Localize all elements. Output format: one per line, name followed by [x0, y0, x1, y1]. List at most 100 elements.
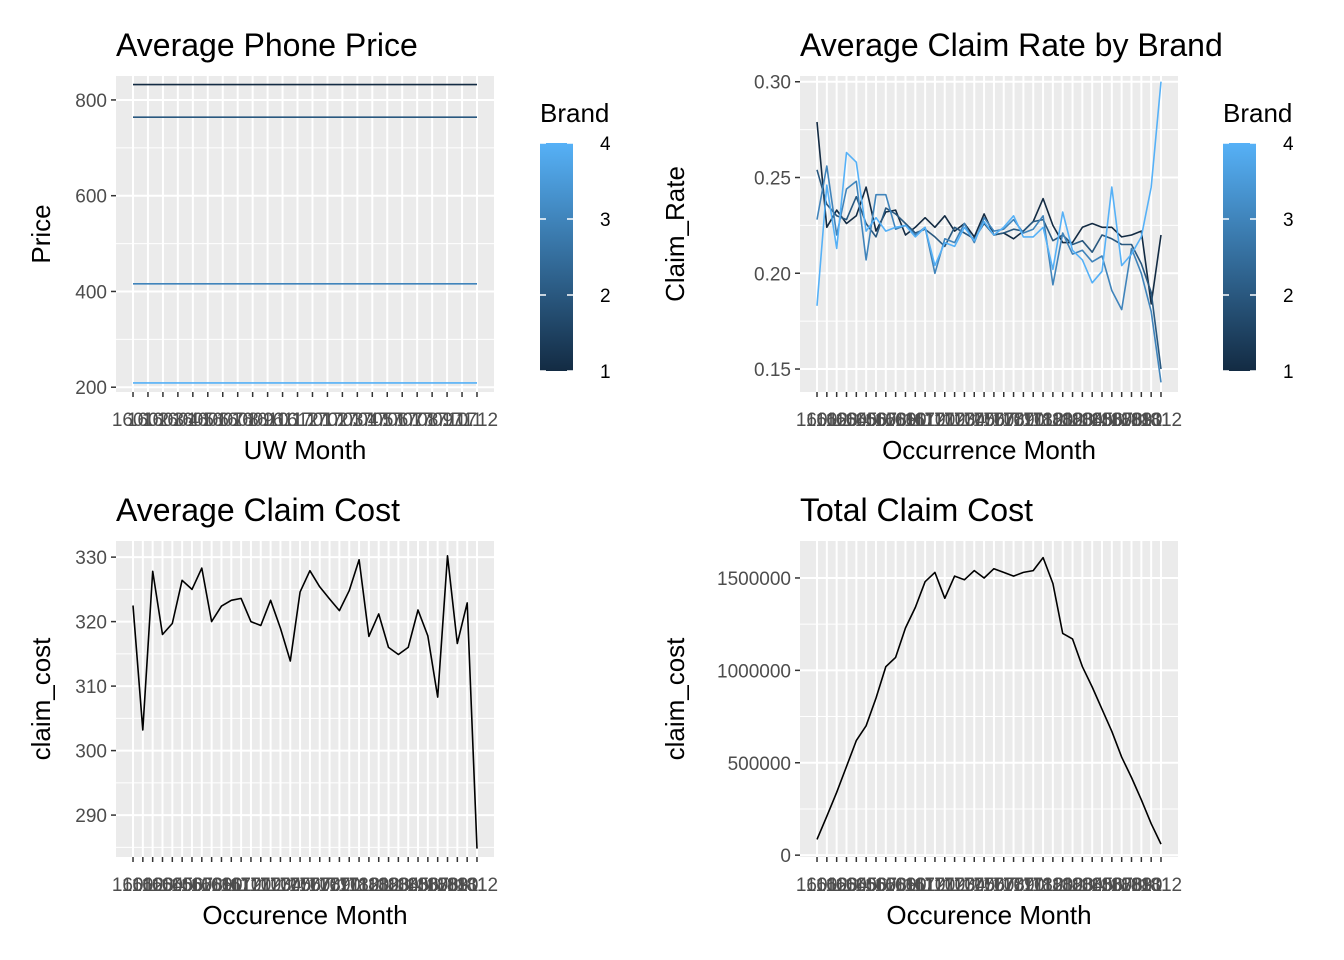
- x-tick-label: 1807: [1091, 875, 1133, 896]
- x-tick-label: 1806: [1081, 875, 1123, 896]
- y-tick-label: 330: [75, 548, 107, 569]
- x-tick-label: 1802: [1042, 875, 1084, 896]
- legend-tick-label: 3: [1283, 210, 1294, 231]
- x-tick-label: 1705: [953, 875, 995, 896]
- x-tick-label: 1606: [845, 410, 887, 431]
- y-axis-ticks: 0.15 0.20 0.25 0.30: [754, 73, 800, 381]
- x-tick-label: 1610: [884, 875, 926, 896]
- legend-title: Brand: [1223, 98, 1292, 128]
- x-tick-label: 1606: [845, 875, 887, 896]
- x-tick-label: 1705: [351, 410, 393, 431]
- x-tick-label: 1611: [895, 410, 936, 431]
- x-tick-label: 1703: [321, 410, 363, 431]
- y-tick-label: 0.30: [754, 73, 791, 94]
- x-tick-label: 1804: [1061, 875, 1104, 896]
- x-tick-label: 1708: [396, 410, 438, 431]
- x-tick-label: 1810: [436, 875, 478, 896]
- x-tick-label: 1603: [132, 875, 174, 896]
- x-tick-label: 1801: [1032, 875, 1074, 896]
- x-tick-label: 1709: [992, 410, 1034, 431]
- x-tick-label: 1608: [217, 410, 259, 431]
- x-tick-label: 1609: [874, 875, 916, 896]
- x-tick-label: 1606: [161, 875, 203, 896]
- x-tick-label: 1603: [142, 410, 184, 431]
- x-tick-label: 1712: [456, 410, 498, 431]
- series-line-brand-4: [816, 81, 1162, 306]
- x-tick-label: 1708: [983, 410, 1025, 431]
- x-tick-label: 1702: [240, 875, 282, 896]
- chart-title: Average Claim Cost: [116, 492, 400, 528]
- y-tick-label: 500000: [728, 754, 791, 775]
- legend: Brand 1 2 3 4: [540, 98, 611, 383]
- legend-ticks: 1 2 3 4: [1223, 134, 1294, 383]
- y-tick-label: 600: [75, 187, 107, 208]
- x-tick-label: 1704: [943, 410, 986, 431]
- x-axis-ticks: 1601160216031604160516061607160816091610…: [112, 392, 498, 431]
- x-tick-label: 1604: [825, 875, 868, 896]
- y-tick-label: 0.15: [754, 360, 791, 381]
- x-tick-label: 1706: [366, 410, 408, 431]
- x-axis-title: Occurence Month: [886, 900, 1091, 930]
- plot-background: [116, 76, 494, 392]
- y-axis-ticks: 200 400 600 800: [75, 91, 116, 399]
- series-lines: [816, 556, 1162, 845]
- x-tick-label: 1608: [181, 875, 223, 896]
- x-tick-label: 1612: [904, 875, 946, 896]
- x-axis-title: UW Month: [244, 435, 367, 465]
- chart-title: Average Phone Price: [116, 27, 418, 63]
- x-axis-ticks: 1601160216031604160516061607160816091610…: [796, 857, 1182, 896]
- x-tick-label: 1605: [172, 410, 214, 431]
- x-tick-label: 1611: [211, 875, 252, 896]
- legend-colorbar: [1223, 143, 1256, 371]
- x-tick-label: 1812: [1140, 410, 1182, 431]
- legend-tick-label: 4: [600, 134, 611, 155]
- y-tick-label: 1500000: [717, 569, 791, 590]
- x-tick-label: 1806: [1081, 410, 1123, 431]
- legend-colorbar: [540, 143, 573, 371]
- x-tick-label: 1707: [973, 410, 1015, 431]
- x-tick-label: 1808: [1101, 410, 1143, 431]
- plot-background: [800, 541, 1178, 857]
- legend: Brand 1 2 3 4: [1223, 98, 1294, 383]
- x-axis-title: Occurrence Month: [882, 435, 1096, 465]
- x-tick-label: 1611: [895, 875, 936, 896]
- x-tick-label: 1810: [1120, 875, 1162, 896]
- x-tick-label: 1703: [933, 410, 975, 431]
- legend-tick-label: 4: [1283, 134, 1294, 155]
- x-tick-label: 1702: [306, 410, 348, 431]
- x-tick-label: 1801: [348, 875, 390, 896]
- x-tick-label: 1808: [417, 875, 459, 896]
- x-tick-label: 1601: [796, 875, 838, 896]
- x-tick-label: 1612: [276, 410, 318, 431]
- x-tick-label: 1812: [1140, 875, 1182, 896]
- x-tick-label: 1707: [289, 875, 331, 896]
- y-axis-title: Price: [26, 204, 56, 263]
- chart-title: Average Claim Rate by Brand: [800, 27, 1223, 63]
- panel-average-claim-rate-by-brand: Average Claim Rate by Brand 0.15 0.20 0.25…: [660, 27, 1294, 465]
- y-tick-label: 0.20: [754, 264, 791, 285]
- x-tick-label: 1707: [973, 875, 1015, 896]
- x-tick-label: 1803: [1051, 410, 1093, 431]
- x-tick-label: 1809: [1110, 875, 1152, 896]
- legend-tick-label: 1: [1283, 362, 1294, 383]
- x-tick-label: 1703: [933, 875, 975, 896]
- x-tick-label: 1805: [387, 875, 429, 896]
- grid-lines: [116, 76, 494, 392]
- series-line-claim-cost: [816, 556, 1162, 845]
- y-axis-ticks: 0 500000 1000000 1500000: [717, 569, 800, 867]
- x-tick-label: 1804: [377, 875, 420, 896]
- x-tick-label: 1610: [200, 875, 242, 896]
- x-tick-label: 1711: [329, 875, 370, 896]
- x-tick-label: 1701: [914, 875, 956, 896]
- grid-lines: [800, 541, 1178, 857]
- x-tick-label: 1710: [1002, 875, 1044, 896]
- x-axis-ticks: 1601160216031604160516061607160816091610…: [796, 392, 1182, 431]
- x-tick-label: 1801: [1032, 410, 1074, 431]
- y-axis-ticks: 290 300 310 320 330: [75, 548, 116, 827]
- x-tick-label: 1809: [1110, 410, 1152, 431]
- y-tick-label: 800: [75, 91, 107, 112]
- legend-tick-label: 2: [600, 286, 611, 307]
- x-tick-label: 1607: [855, 410, 897, 431]
